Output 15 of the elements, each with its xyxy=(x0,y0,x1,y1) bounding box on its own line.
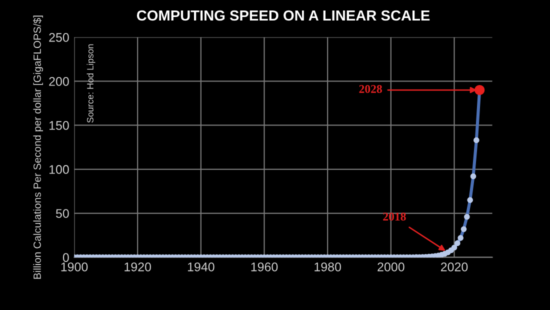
y-tick-label: 0 xyxy=(62,253,69,262)
chart-title: COMPUTING SPEED ON A LINEAR SCALE xyxy=(136,10,430,21)
y-tick-label: 150 xyxy=(49,121,69,130)
x-tick-label: 2020 xyxy=(440,262,468,272)
x-tick-label: 1920 xyxy=(124,262,151,272)
y-tick-label: 250 xyxy=(49,33,69,42)
x-tick-label: 1980 xyxy=(314,262,341,272)
y-axis-title: Billion Calculations Per Second per dollar [GigaFLOPS/$] xyxy=(33,16,43,279)
x-tick-label: 1940 xyxy=(188,262,214,272)
y-tick-label: 100 xyxy=(49,165,69,174)
y-tick-label: 200 xyxy=(49,77,69,86)
x-tick-label: 2000 xyxy=(378,262,404,272)
x-tick-label: 1960 xyxy=(251,262,278,272)
x-tick-label: 1900 xyxy=(61,262,88,272)
y-tick-label: 50 xyxy=(56,209,69,218)
